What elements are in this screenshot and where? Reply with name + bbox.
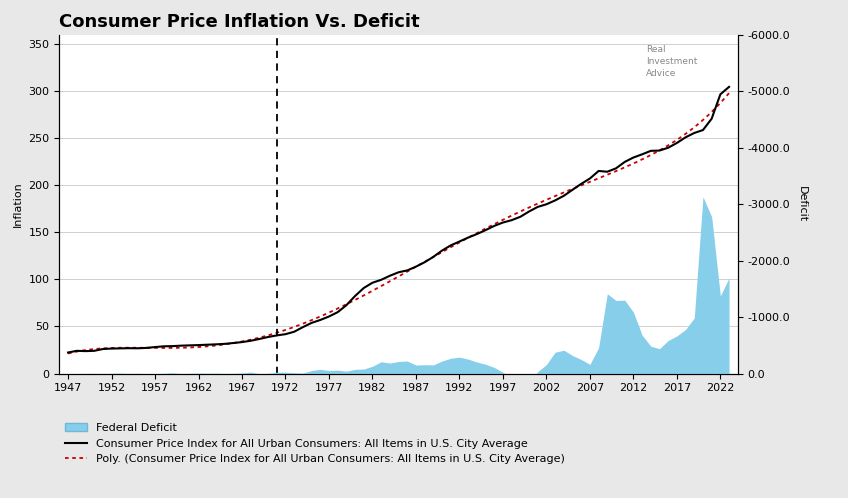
Y-axis label: Deficit: Deficit — [797, 186, 807, 222]
Text: Real
Investment
Advice: Real Investment Advice — [646, 45, 698, 78]
Text: Consumer Price Inflation Vs. Deficit: Consumer Price Inflation Vs. Deficit — [59, 12, 420, 30]
Legend: Federal Deficit, Consumer Price Index for All Urban Consumers: All Items in U.S.: Federal Deficit, Consumer Price Index fo… — [65, 423, 565, 464]
Y-axis label: Inflation: Inflation — [13, 181, 23, 227]
